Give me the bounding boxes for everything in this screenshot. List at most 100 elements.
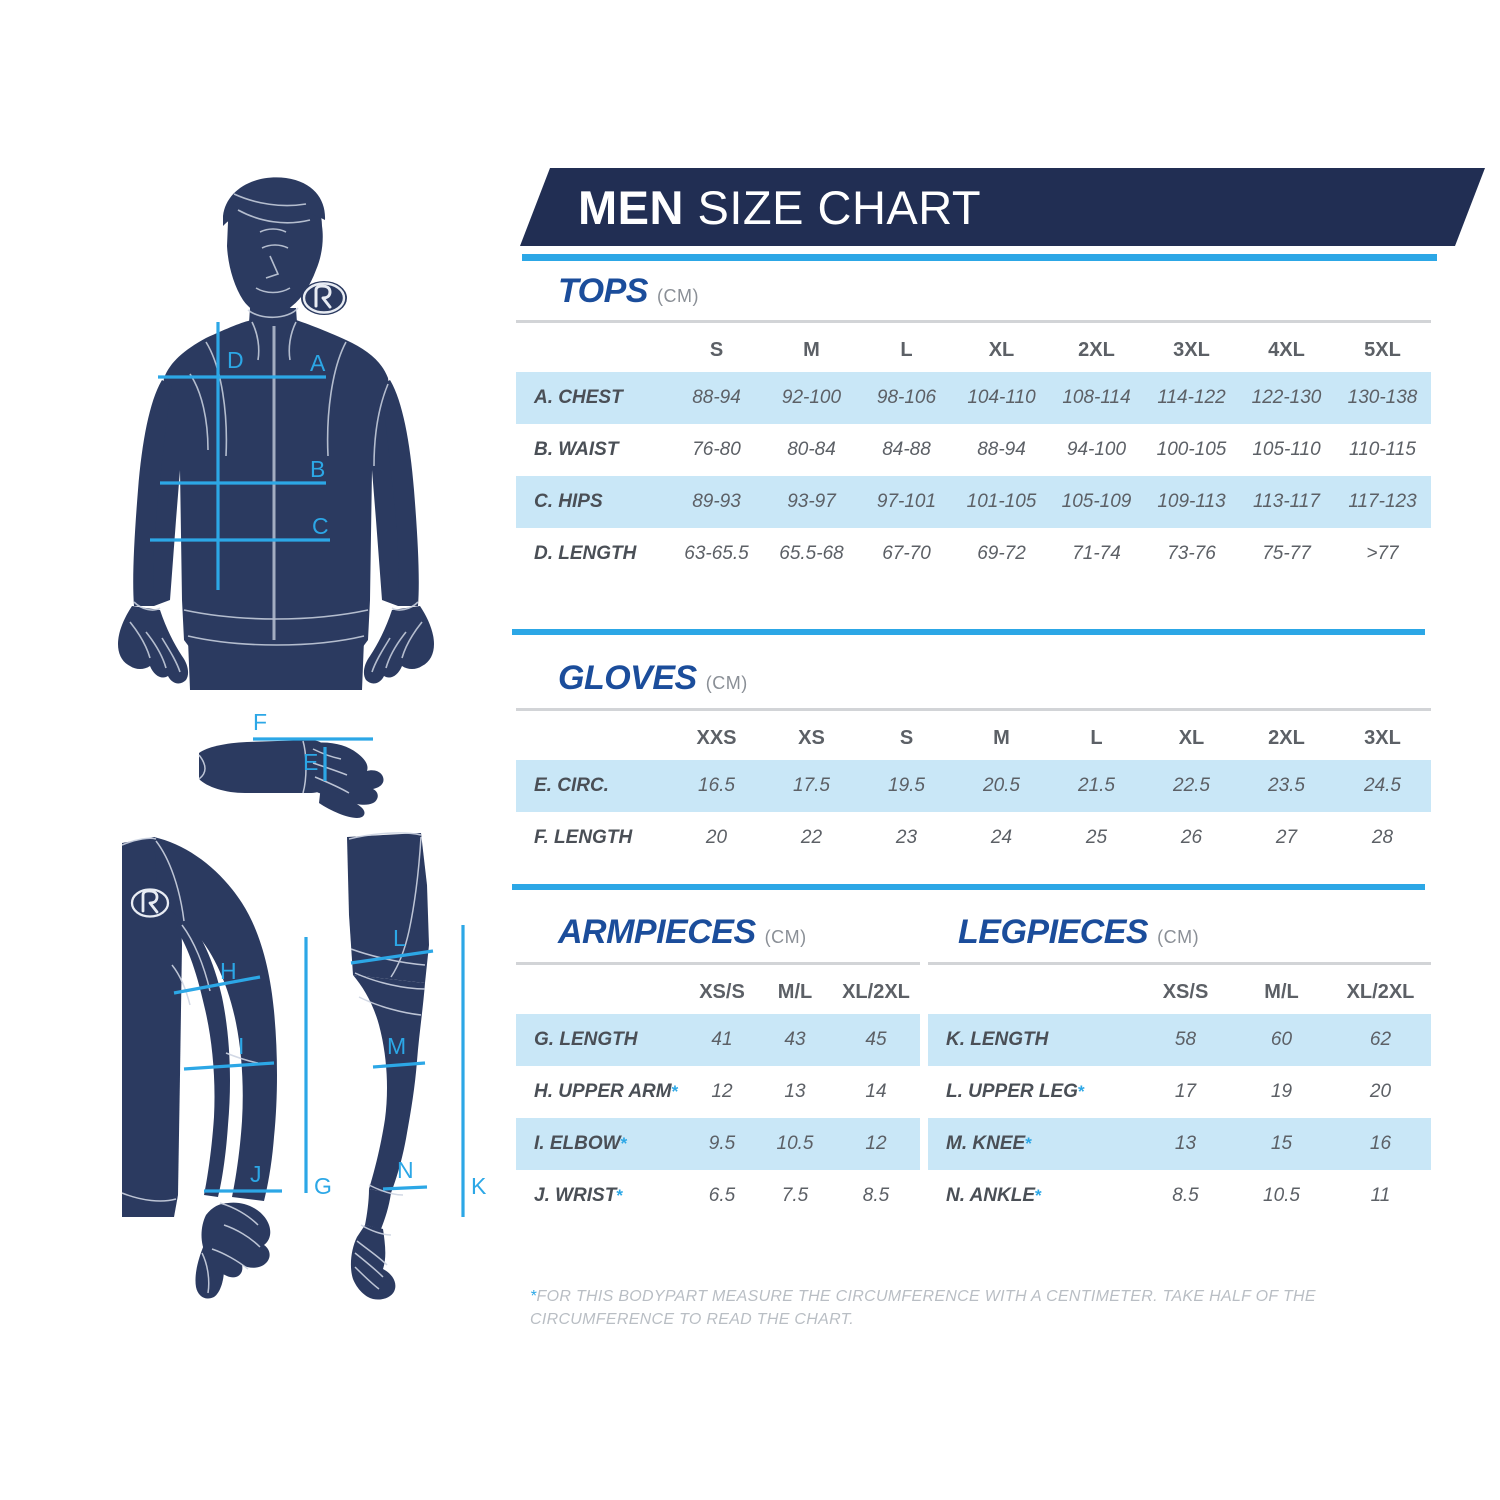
tops-column-header: L <box>900 338 913 361</box>
armpieces-cell: 45 <box>832 1014 920 1066</box>
glove-illustration: F E <box>185 705 395 825</box>
tops-column-header: 5XL <box>1364 338 1401 361</box>
measure-note-asterisk-icon: * <box>671 1082 679 1101</box>
gloves-cell: 23 <box>895 827 918 848</box>
legpieces-cell: 20 <box>1369 1081 1392 1102</box>
legpieces-cell: 62 <box>1330 1014 1431 1066</box>
gloves-cell: 21.5 <box>1049 760 1144 812</box>
legpieces-cell: 60 <box>1233 1014 1330 1066</box>
torso-svg <box>118 177 434 690</box>
armpieces-row: H. UPPER ARM* 12 13 14 <box>516 1066 920 1118</box>
divider-gloves-pieces <box>512 884 1425 890</box>
footnote-line1: FOR THIS BODYPART MEASURE THE CIRCUMFERE… <box>536 1288 1316 1305</box>
legpieces-row-label-text: N. ANKLE <box>946 1185 1036 1206</box>
gloves-column-header: M <box>993 726 1010 749</box>
armpieces-row-label-text: J. WRIST <box>534 1185 617 1206</box>
section-heading-armpieces: ARMPIECES (CM) <box>558 913 807 952</box>
gloves-column-header: L <box>1090 726 1103 749</box>
legpieces-corner-cell <box>928 970 1138 1014</box>
armpieces-unit: (CM) <box>764 927 807 947</box>
leg-label-l: L <box>393 925 406 951</box>
tops-row: C. HIPS 89-93 93-97 97-101 101-105 105-109 109… <box>516 476 1431 528</box>
torso-illustration: D A B C <box>110 170 440 715</box>
tops-cell: 122-130 <box>1239 372 1334 424</box>
gloves-cell: 24.5 <box>1334 760 1431 812</box>
armpieces-row: J. WRIST* 6.5 7.5 8.5 <box>516 1170 920 1222</box>
tops-row-label: D. LENGTH <box>516 528 669 580</box>
tops-cell: 98-106 <box>859 372 954 424</box>
legpieces-column-header: XL/2XL <box>1346 980 1415 1003</box>
tops-cell: 92-100 <box>764 372 859 424</box>
banner-title-bold: MEN <box>578 180 684 234</box>
gloves-row: F. LENGTH 20 22 23 24 25 26 27 28 <box>516 812 1431 864</box>
tops-cell: 108-114 <box>1049 372 1144 424</box>
measure-note-asterisk-icon: * <box>616 1186 623 1205</box>
legpieces-title: LEGPIECES <box>958 913 1149 951</box>
tops-column-header: 2XL <box>1078 338 1115 361</box>
gloves-column-header: XL <box>1178 726 1205 749</box>
gloves-header-rule <box>516 708 1431 711</box>
tops-column-header: 3XL <box>1173 338 1210 361</box>
legpieces-row: N. ANKLE* 8.5 10.5 11 <box>928 1170 1431 1222</box>
armpieces-cell: 9.5 <box>686 1118 758 1170</box>
section-heading-gloves: GLOVES (CM) <box>558 659 748 698</box>
illustration-panel: D A B C F E <box>0 0 510 1500</box>
gloves-cell: 23.5 <box>1239 760 1334 812</box>
armpieces-cell: 14 <box>865 1081 887 1102</box>
tops-cell: 76-80 <box>692 439 741 460</box>
tops-row-label-text: D. LENGTH <box>534 543 637 564</box>
tops-row-label-text: C. HIPS <box>534 491 603 512</box>
tops-cell: 117-123 <box>1334 476 1431 528</box>
gloves-cell: 20 <box>705 827 728 848</box>
armpieces-row-label-text: G. LENGTH <box>534 1029 638 1050</box>
armpieces-column-header: XS/S <box>699 980 745 1003</box>
armpieces-row-label-text: I. ELBOW <box>534 1133 621 1154</box>
legpieces-row-label-text: K. LENGTH <box>946 1029 1049 1050</box>
gloves-cell: 20.5 <box>954 760 1049 812</box>
tops-cell: 69-72 <box>977 543 1026 564</box>
armpieces-header-row: XS/S M/L XL/2XL <box>516 970 920 1014</box>
legpieces-column-header: XS/S <box>1162 980 1209 1003</box>
armpieces-cell: 7.5 <box>781 1185 809 1206</box>
legpieces-row-label: N. ANKLE* <box>928 1170 1138 1222</box>
gloves-cell: 25 <box>1085 827 1108 848</box>
gloves-column-header: 2XL <box>1268 726 1305 749</box>
armpieces-row-label: J. WRIST* <box>516 1170 686 1222</box>
tops-unit: (CM) <box>656 286 699 306</box>
measure-note-asterisk-icon: * <box>1025 1134 1032 1153</box>
gloves-row-label-text: F. LENGTH <box>534 827 633 848</box>
gloves-unit: (CM) <box>705 673 748 693</box>
size-chart-panel: MEN SIZE CHART TOPS (CM) S M L XL 2XL 3XL 4XL 5… <box>510 0 1500 1500</box>
armpieces-corner-cell <box>516 970 686 1014</box>
gloves-column-header: XS <box>798 726 825 749</box>
armpieces-cell: 12 <box>832 1118 920 1170</box>
banner-accent-rule <box>522 254 1437 261</box>
armpiece-illustration: H I J G <box>108 825 343 1315</box>
tops-cell: 71-74 <box>1072 543 1121 564</box>
legpieces-row-label: M. KNEE* <box>928 1118 1138 1170</box>
tops-column-header: 4XL <box>1268 338 1305 361</box>
tops-cell: 84-88 <box>882 439 931 460</box>
armpieces-row: G. LENGTH 41 43 45 <box>516 1014 920 1066</box>
tops-header-row: S M L XL 2XL 3XL 4XL 5XL <box>516 328 1431 372</box>
armpieces-cell: 12 <box>711 1081 733 1102</box>
banner-shape: MEN SIZE CHART <box>520 168 1485 246</box>
tops-row: A. CHEST 88-94 92-100 98-106 104-110 108-114 1… <box>516 372 1431 424</box>
legpieces-header-rule <box>928 962 1431 965</box>
gloves-cell: 22 <box>800 827 823 848</box>
tops-cell: 93-97 <box>764 476 859 528</box>
armpieces-row-label: I. ELBOW* <box>516 1118 686 1170</box>
armpieces-cell: 41 <box>686 1014 758 1066</box>
gloves-row-label: E. CIRC. <box>516 760 669 812</box>
legpieces-row-label: L. UPPER LEG* <box>928 1066 1138 1118</box>
tops-column-header: XL <box>988 338 1015 361</box>
tops-column-header: M <box>803 338 820 361</box>
tops-cell: 105-109 <box>1049 476 1144 528</box>
armpieces-cell: 43 <box>758 1014 832 1066</box>
section-heading-tops: TOPS (CM) <box>558 272 699 311</box>
tops-cell: 110-115 <box>1349 439 1416 460</box>
tops-corner-cell <box>516 328 669 372</box>
armpiece-svg <box>121 837 308 1299</box>
arm-label-i: I <box>238 1033 245 1059</box>
legpieces-cell: 11 <box>1370 1185 1391 1206</box>
